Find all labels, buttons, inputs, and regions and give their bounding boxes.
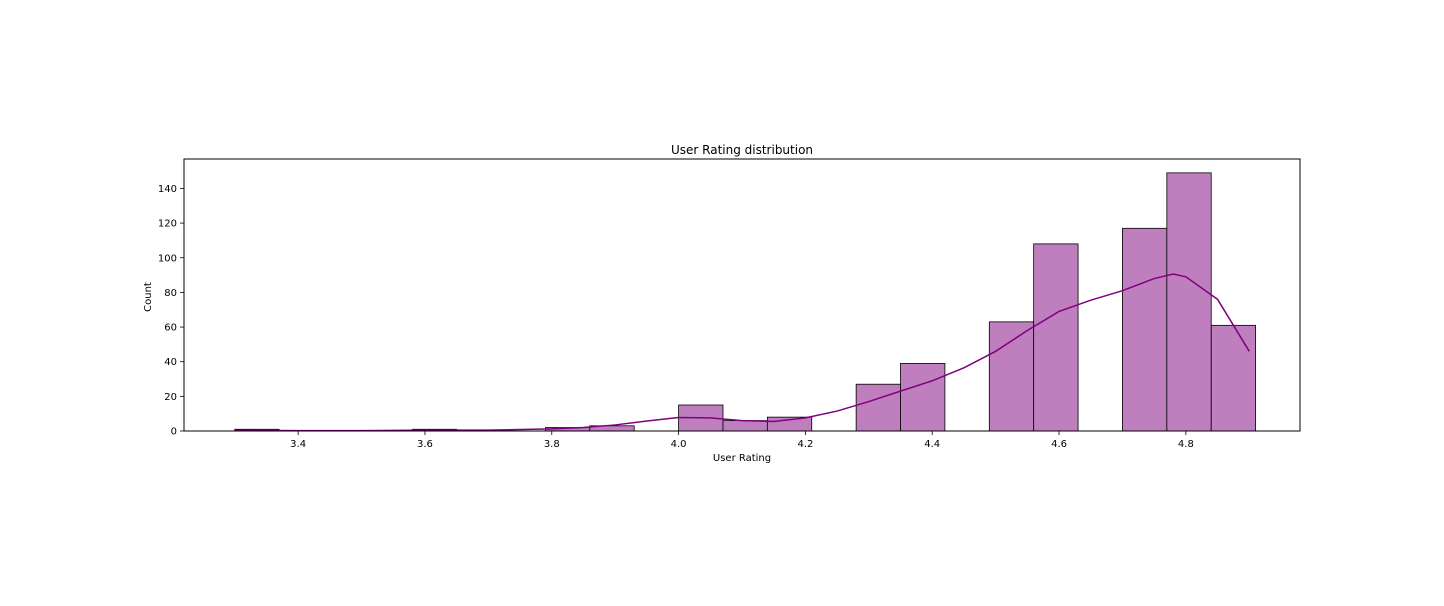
histogram-bar [1122, 227, 1168, 432]
x-tick-label: 4.6 [1051, 439, 1067, 450]
y-tick-label: 120 [158, 219, 177, 230]
x-tick-label: 4.2 [797, 439, 813, 450]
histogram-bar [900, 363, 946, 432]
histogram-bar [1033, 243, 1079, 432]
y-tick-label: 40 [164, 357, 177, 368]
x-tick-label: 3.8 [544, 439, 560, 450]
x-tick-label: 4.4 [924, 439, 940, 450]
y-tick-label: 100 [158, 253, 177, 264]
y-tick-label: 140 [158, 184, 177, 195]
y-tick-label: 80 [164, 288, 177, 299]
x-tick-label: 4.0 [671, 439, 687, 450]
bars-layer [234, 172, 1257, 432]
kde-curve [234, 273, 1250, 432]
y-axis-ticks: 0 20 40 60 80 100 120 140 [158, 184, 184, 438]
histogram-bar [722, 420, 768, 432]
x-axis-label: User Rating [713, 453, 771, 464]
histogram-bar [1210, 324, 1257, 432]
x-tick-label: 3.6 [417, 439, 433, 450]
y-tick-label: 0 [171, 427, 177, 438]
y-tick-label: 20 [164, 392, 177, 403]
y-tick-label: 60 [164, 323, 177, 334]
plot-frame [183, 158, 1301, 432]
y-axis-label: Count [143, 282, 154, 312]
x-tick-label: 3.4 [290, 439, 306, 450]
x-axis-ticks: 3.4 3.6 3.8 4.0 4.2 4.4 4.6 4.8 [290, 431, 1194, 450]
x-tick-label: 4.8 [1178, 439, 1194, 450]
chart-title: User Rating distribution [671, 143, 813, 157]
histogram-bar [855, 383, 901, 432]
histogram-bar [988, 321, 1035, 432]
histogram-bar [1166, 172, 1212, 432]
